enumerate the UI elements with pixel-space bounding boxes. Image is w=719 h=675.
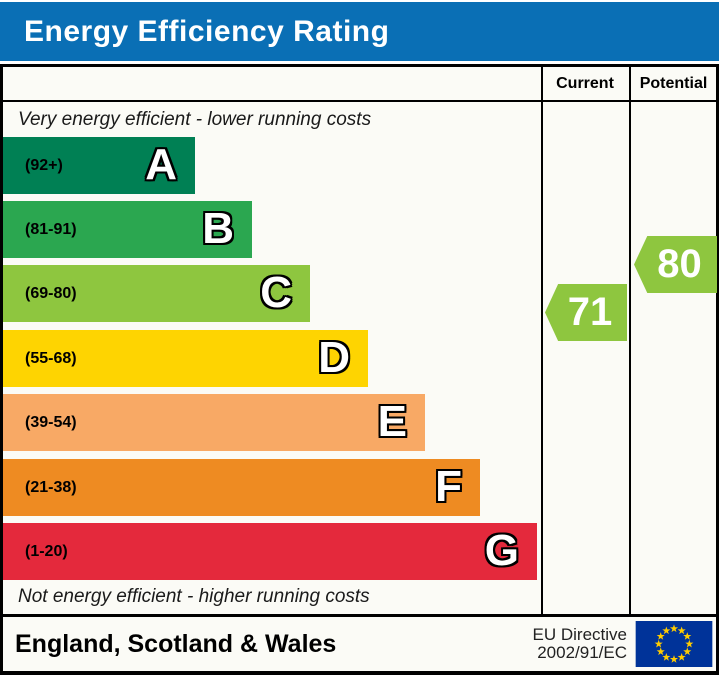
band-row-g: (1-20) G (3, 523, 537, 580)
caption-not-efficient: Not energy efficient - higher running co… (18, 586, 370, 607)
band-row-e: (39-54) E (3, 394, 425, 451)
band-letter: E (377, 396, 407, 446)
eu-directive-line2: 2002/91/EC (537, 643, 627, 662)
footer: England, Scotland & Wales EU Directive 2… (0, 617, 719, 675)
band-range-label: (39-54) (25, 413, 77, 431)
band-row-d: (55-68) D (3, 330, 368, 387)
band-letter: G (484, 525, 519, 575)
potential-rating-arrow: 80 (634, 236, 717, 293)
band-range-label: (92+) (25, 156, 63, 174)
band-row-a: (92+) A (3, 137, 195, 194)
band-letter: C (260, 267, 292, 317)
rating-chart: Current Potential Very energy efficient … (0, 64, 719, 617)
eu-flag-icon (635, 621, 713, 667)
band-row-f: (21-38) F (3, 459, 480, 516)
potential-rating-value: 80 (657, 242, 702, 286)
band-range-label: (21-38) (25, 478, 77, 496)
title-bar: Energy Efficiency Rating (0, 2, 719, 61)
chart-header-row (3, 67, 716, 102)
band-range-label: (1-20) (25, 542, 68, 560)
band-row-b: (81-91) B (3, 201, 252, 258)
band-range-label: (55-68) (25, 349, 77, 367)
current-rating-arrow: 71 (545, 284, 627, 341)
caption-very-efficient: Very energy efficient - lower running co… (18, 109, 372, 130)
column-header-potential: Potential (639, 74, 708, 92)
page-title: Energy Efficiency Rating (24, 14, 390, 48)
column-header-current: Current (556, 74, 614, 92)
current-rating-value: 71 (567, 290, 613, 334)
band-letter: B (202, 203, 234, 253)
band-letter: D (318, 332, 350, 382)
band-range-label: (81-91) (25, 220, 77, 238)
column-divider-current (541, 67, 543, 614)
region-label: England, Scotland & Wales (15, 629, 337, 658)
eu-directive-line1: EU Directive (532, 625, 627, 644)
band-letter: A (145, 139, 177, 189)
band-letter: F (435, 461, 462, 511)
column-divider-potential (629, 67, 631, 614)
band-range-label: (69-80) (25, 284, 77, 302)
band-row-c: (69-80) C (3, 265, 310, 322)
eu-directive-text: EU Directive 2002/91/EC (533, 626, 627, 662)
